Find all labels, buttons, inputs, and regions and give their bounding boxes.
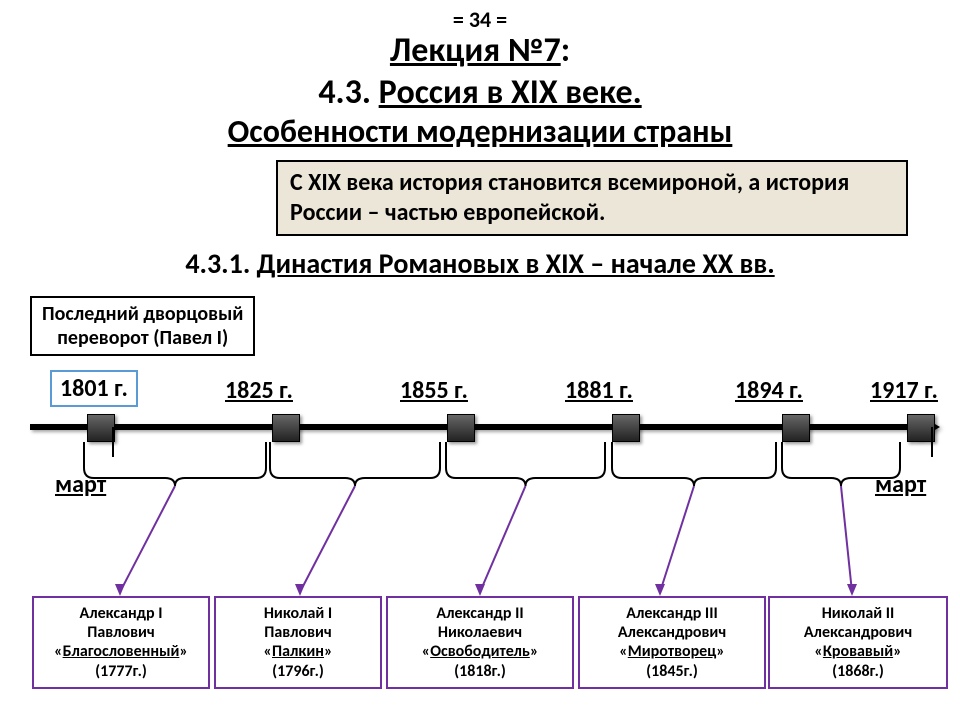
timeline-year: 1825 г. [225, 376, 293, 405]
tsar-name: Александр II [392, 604, 568, 623]
tsar-box: Александр IПавлович«Благословенный»(1777… [32, 596, 210, 689]
timeline-year: 1917 г. [870, 376, 938, 405]
timeline-marker [272, 414, 300, 442]
tsar-birth: (1845г.) [584, 662, 760, 681]
coup-box: Последний дворцовый переворот (Павел I) [30, 296, 255, 356]
timeline-year: 1855 г. [400, 376, 468, 405]
tsar-patronym: Павлович [38, 623, 204, 642]
section-num: 4.3. [318, 72, 371, 113]
tsar-box: Николай IIАлександрович«Кровавый»(1868г.… [768, 596, 948, 689]
tsar-box: Николай IПавлович«Палкин»(1796г.) [214, 596, 382, 689]
subsection-num: 4.3.1. [185, 246, 250, 281]
mart-label: март [875, 470, 926, 499]
tsar-birth: (1777г.) [38, 662, 204, 681]
tsar-birth: (1818г.) [392, 662, 568, 681]
page-number: = 34 = [0, 6, 960, 33]
timeline-year: 1881 г. [565, 376, 633, 405]
timeline-tick [931, 427, 933, 457]
callout-box: С XIX века история становится всемироной… [276, 160, 908, 236]
section-name: Россия в XIX веке. [379, 72, 642, 113]
timeline-year: 1894 г. [735, 376, 803, 405]
tsar-nick: «Благословенный» [38, 642, 204, 661]
mart-label: март [55, 470, 106, 499]
tsar-patronym: Александрович [584, 623, 760, 642]
timeline-marker [612, 414, 640, 442]
timeline-marker [447, 414, 475, 442]
tsar-nick: «Кровавый» [774, 642, 942, 661]
timeline-marker [782, 414, 810, 442]
subtitle: Особенности модернизации страны [0, 112, 960, 151]
lecture-sep: : [561, 30, 570, 71]
tsar-birth: (1796г.) [220, 662, 376, 681]
coup-line2: переворот (Павел I) [42, 326, 243, 350]
tsar-patronym: Павлович [220, 623, 376, 642]
subsection-name: Династия Романовых в XIX – начале XX вв. [257, 246, 775, 281]
subsection-title: 4.3.1. Династия Романовых в XIX – начале… [0, 246, 960, 281]
tsar-nick: «Освободитель» [392, 642, 568, 661]
lecture-title: Лекция №7: [0, 30, 960, 71]
slide: = 34 = Лекция №7: 4.3. Россия в XIX веке… [0, 0, 960, 720]
lecture-label: Лекция №7 [390, 30, 561, 71]
tsar-name: Александр III [584, 604, 760, 623]
tsar-box: Александр IIIАлександрович«Миротворец»(1… [578, 596, 766, 689]
year-1801: 1801 г. [50, 370, 138, 407]
timeline-tick [112, 427, 114, 457]
tsar-nick: «Палкин» [220, 642, 376, 661]
timeline-marker [87, 414, 115, 442]
tsar-birth: (1868г.) [774, 662, 942, 681]
tsar-patronym: Николаевич [392, 623, 568, 642]
coup-line1: Последний дворцовый [42, 302, 243, 326]
tsar-name: Николай I [220, 604, 376, 623]
section-title: 4.3. Россия в XIX веке. [0, 72, 960, 113]
tsar-nick: «Миротворец» [584, 642, 760, 661]
tsar-name: Александр I [38, 604, 204, 623]
tsar-name: Николай II [774, 604, 942, 623]
tsar-box: Александр IIНиколаевич«Освободитель»(181… [386, 596, 574, 689]
tsar-patronym: Александрович [774, 623, 942, 642]
